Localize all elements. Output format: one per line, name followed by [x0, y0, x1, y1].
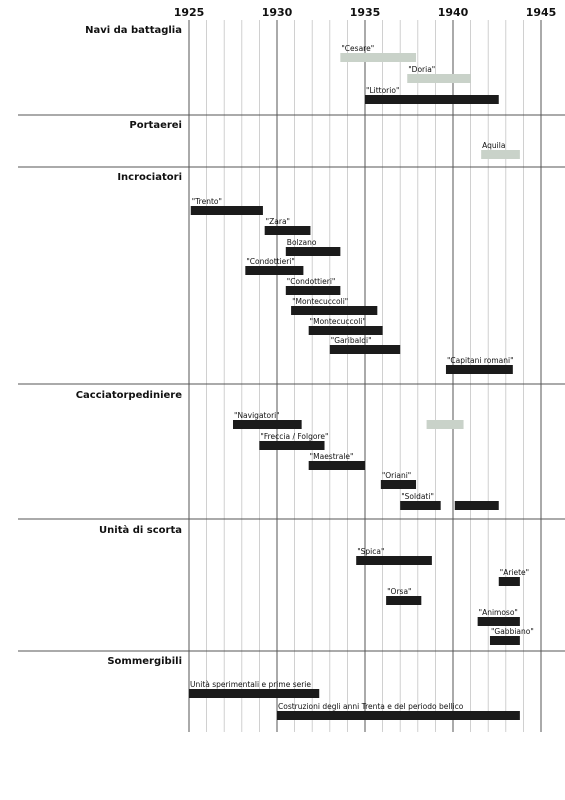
x-tick-label: 1930: [262, 6, 293, 19]
construction-bar: [291, 306, 378, 315]
bar-label: Unità sperimentali e prime serie: [190, 680, 311, 689]
bars: "Cesare" "Doria" "Littorio" Aquila "Trento" "…: [189, 44, 534, 720]
bar-label: Bolzano: [287, 238, 317, 247]
x-tick-label: 1935: [350, 6, 381, 19]
category-sections: Navi da battaglia Portaerei Incrociatori Ca…: [18, 25, 565, 667]
bar-label: "Gabbiano": [491, 627, 534, 636]
category-label: Unità di scorta: [99, 524, 182, 536]
construction-bar: [277, 711, 520, 720]
construction-bar: [285, 247, 341, 256]
bar-label: "Doria": [408, 65, 435, 74]
bar-label: "Zara": [266, 217, 290, 226]
bar-label: Aquila: [482, 141, 505, 150]
construction-bar: [308, 326, 383, 335]
construction-bar: [454, 501, 499, 510]
construction-bar: [285, 286, 341, 295]
bar-label: "Littorio": [366, 86, 399, 95]
grid: [188, 20, 542, 732]
planned-bar: [426, 420, 464, 429]
planned-bar: [481, 150, 520, 159]
bar-label: "Garibaldi": [331, 336, 372, 345]
planned-bar: [340, 53, 417, 62]
construction-bar: [190, 206, 263, 215]
bar-label: "Spica": [357, 547, 384, 556]
bar-label: "Oriani": [382, 471, 411, 480]
bar-label: "Ariete": [500, 568, 529, 577]
construction-bar: [400, 501, 441, 510]
bar-label: "Montecuccoli": [292, 297, 348, 306]
category-label: Incrociatori: [117, 172, 182, 183]
construction-bar: [264, 226, 311, 235]
category-label: Sommergibili: [107, 656, 182, 667]
construction-bar: [445, 365, 513, 374]
bar-label: "Freccia / Folgore": [260, 432, 328, 441]
construction-bar: [386, 596, 422, 605]
bar-label: "Animoso": [479, 608, 518, 617]
bar-label: "Condottieri": [246, 257, 295, 266]
construction-bar: [489, 636, 520, 645]
category-label: Cacciatorpediniere: [76, 390, 182, 401]
bar-label: "Trento": [192, 197, 222, 206]
bar-label: "Soldati": [401, 492, 434, 501]
bar-label: "Maestrale": [310, 452, 354, 461]
construction-bar: [308, 461, 365, 470]
construction-bar: [365, 95, 499, 104]
bar-label: "Cesare": [341, 44, 374, 53]
construction-bar: [477, 617, 520, 626]
category-label: Navi da battaglia: [85, 25, 182, 36]
planned-bar: [407, 74, 471, 83]
x-axis-ticks: 1925 1930 1935 1940 1945: [174, 6, 557, 19]
construction-bar: [245, 266, 304, 275]
x-tick-label: 1945: [526, 6, 557, 19]
x-tick-label: 1940: [438, 6, 469, 19]
construction-bar: [233, 420, 302, 429]
bar-label: "Condottieri": [287, 277, 336, 286]
construction-bar: [259, 441, 325, 450]
bar-label: "Navigatori": [234, 411, 280, 420]
bar-label: Costruzioni degli anni Trenta e del peri…: [278, 702, 464, 711]
construction-bar: [189, 689, 320, 698]
construction-bar: [329, 345, 401, 354]
bar-label: "Montecuccoli": [310, 317, 366, 326]
x-tick-label: 1925: [174, 6, 205, 19]
construction-bar: [498, 577, 520, 586]
bar-label: "Capitani romani": [447, 356, 514, 365]
bar-label: "Orsa": [387, 587, 411, 596]
category-label: Portaerei: [129, 120, 182, 131]
construction-bar: [380, 480, 417, 489]
construction-bar: [356, 556, 432, 565]
